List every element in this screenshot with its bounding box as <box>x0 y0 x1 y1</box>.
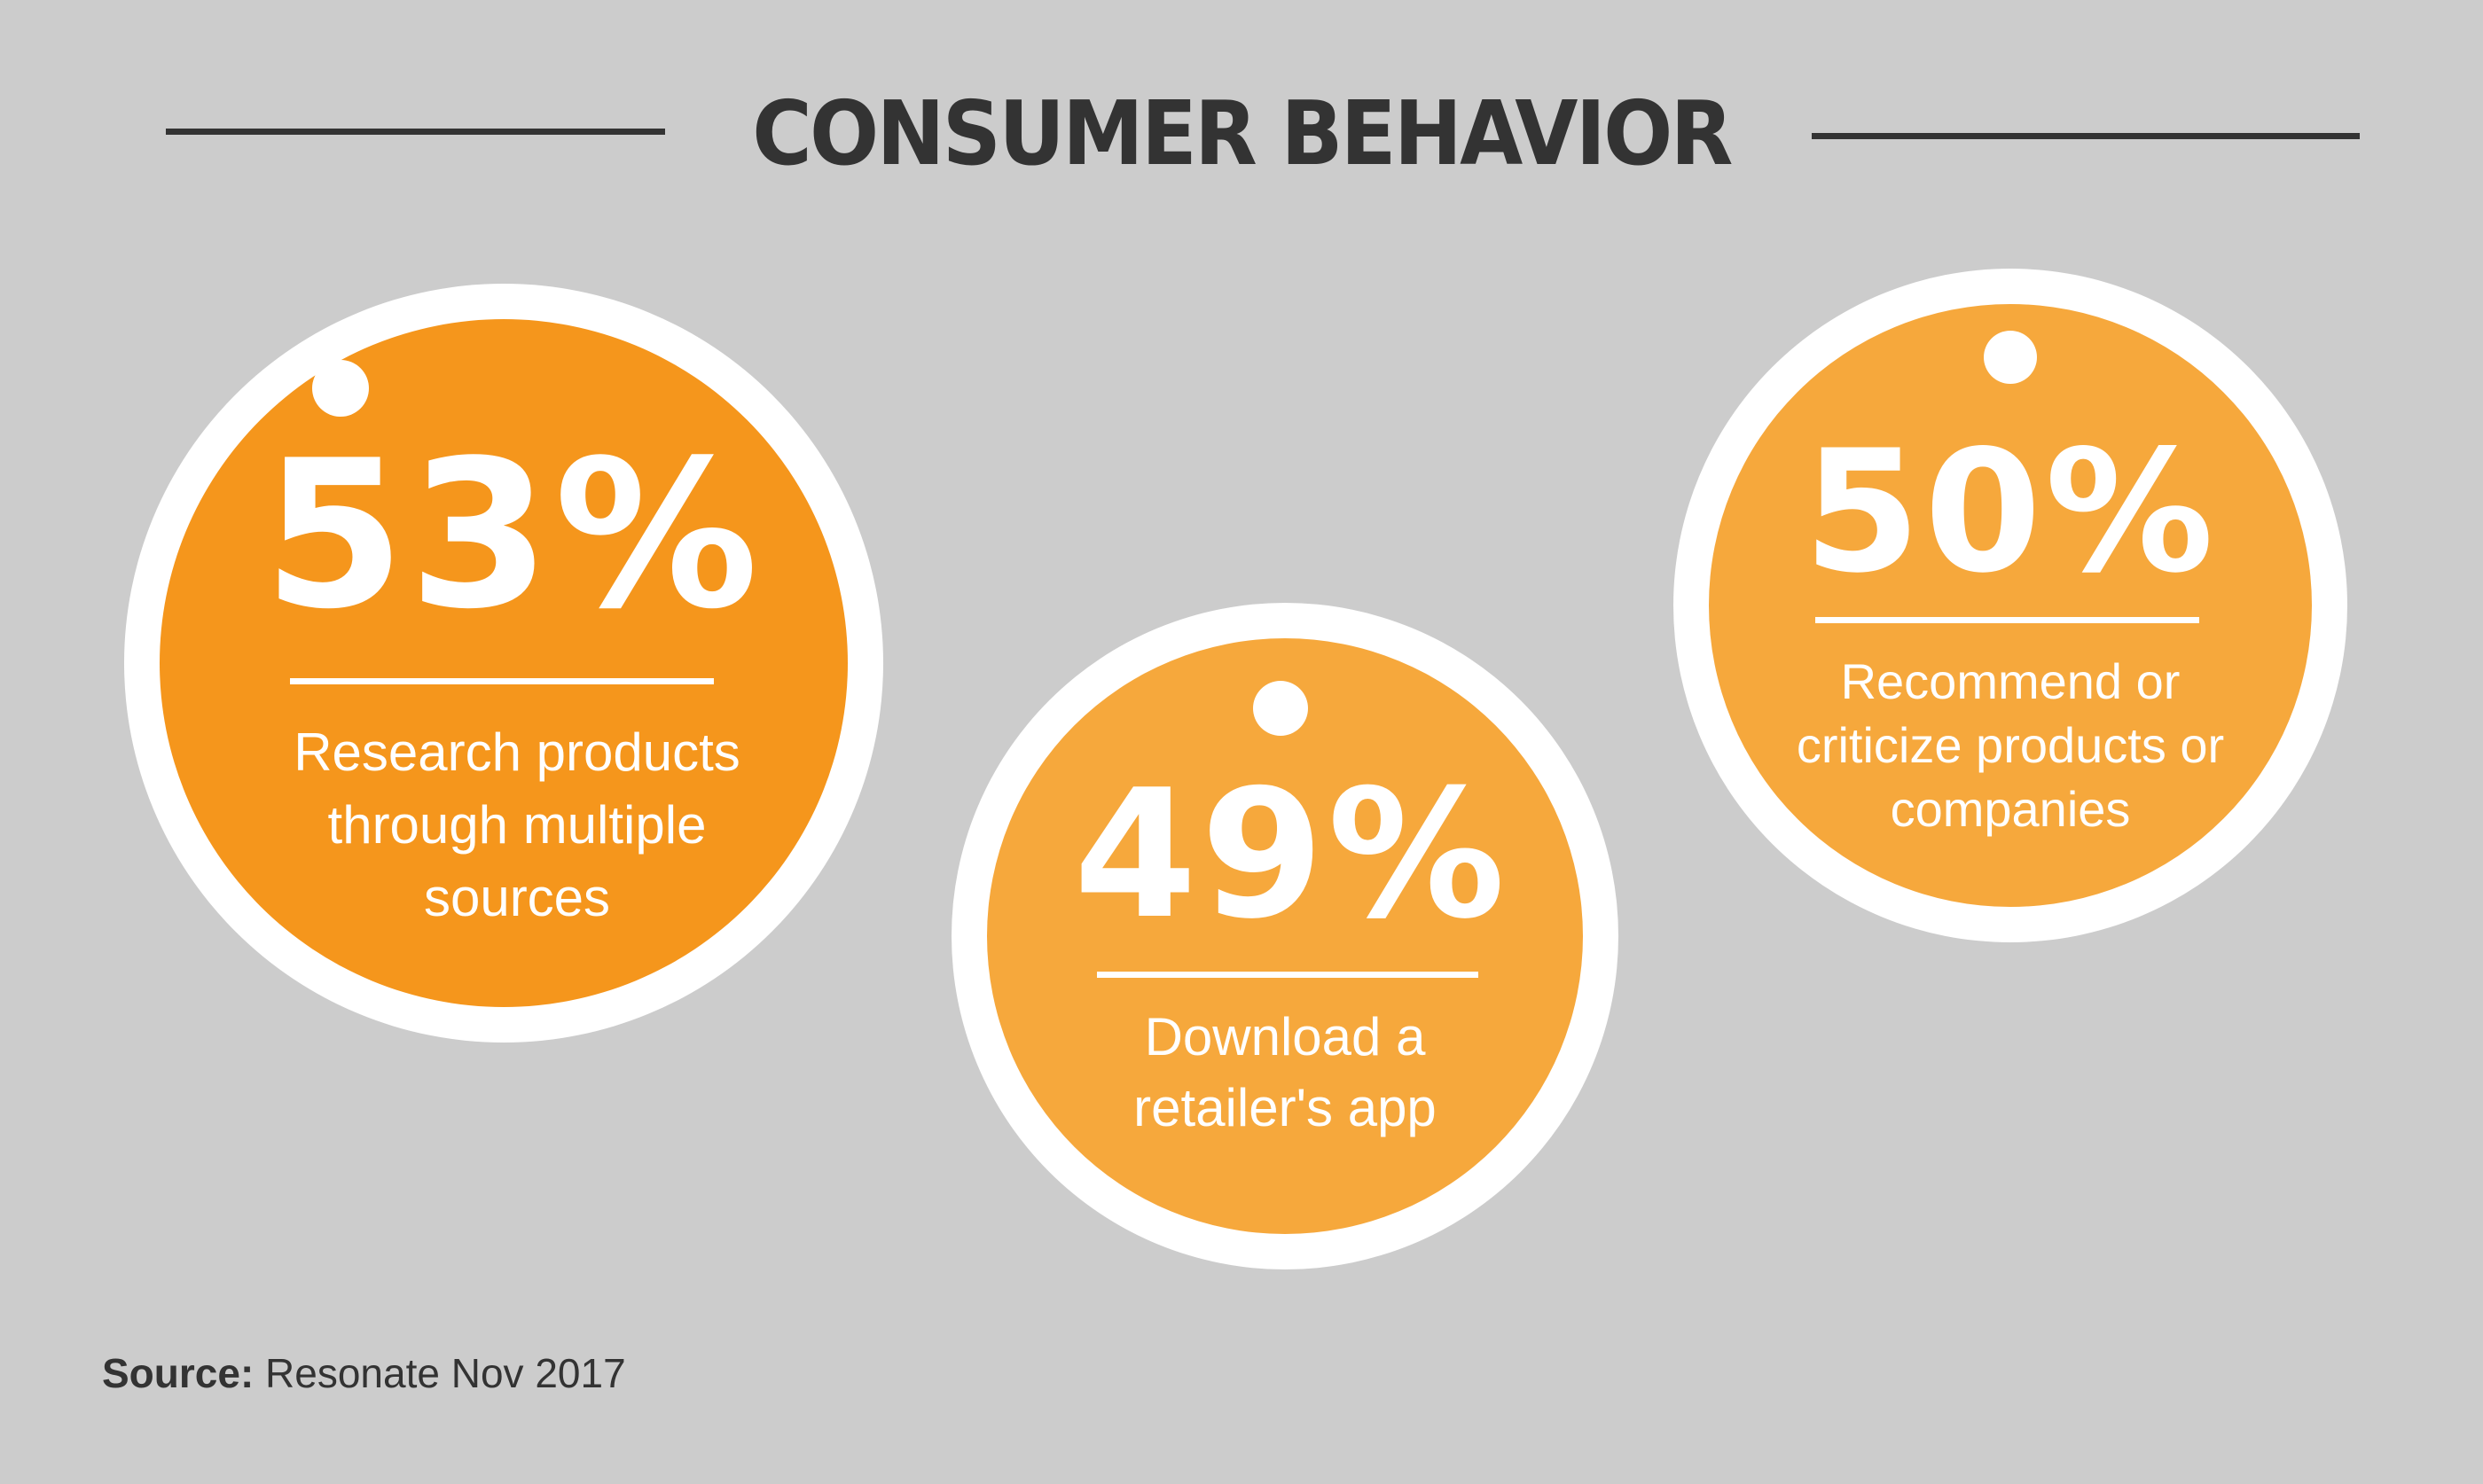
stat-value: 53% <box>262 418 763 654</box>
stat-label: Recommend or criticize products or compa… <box>1673 650 2347 841</box>
hanging-tag-hole <box>312 360 369 417</box>
stat-label-line: Research products <box>294 722 740 782</box>
stat-circle-recommend: 50% Recommend or criticize products or c… <box>1673 269 2347 942</box>
stat-circle-fill <box>1709 304 2312 907</box>
stat-divider <box>1097 972 1478 978</box>
stat-label-line: through multiple <box>327 795 707 855</box>
stat-label-line: Download a <box>1144 1007 1426 1066</box>
stat-label: Research products through multiple sourc… <box>151 716 883 934</box>
stat-divider <box>1815 617 2199 623</box>
source-note: Source: Resonate Nov 2017 <box>102 1349 626 1397</box>
hanging-tag-hole <box>1253 681 1308 736</box>
stat-label: Download a retailer's app <box>952 1002 1618 1144</box>
stat-divider <box>290 678 714 684</box>
stat-label-line: criticize products or <box>1796 717 2225 773</box>
source-label: Source: <box>102 1350 255 1396</box>
stat-label-line: companies <box>1890 781 2131 837</box>
stat-label-line: Recommend or <box>1840 653 2181 709</box>
stat-value: 49% <box>1073 752 1509 958</box>
stat-circle-research: 53% Research products through multiple s… <box>124 284 883 1043</box>
stat-circle-download: 49% Download a retailer's app <box>952 603 1618 1269</box>
title-divider-left <box>166 129 665 135</box>
stat-label-line: sources <box>423 868 611 927</box>
hanging-tag-hole <box>1984 331 2037 384</box>
title-divider-right <box>1812 133 2360 139</box>
stat-circle-fill <box>987 638 1583 1234</box>
stat-circle-fill <box>160 319 848 1007</box>
stat-value: 50% <box>1803 414 2218 610</box>
page-title: CONSUMER BEHAVIOR <box>752 82 1733 185</box>
stat-label-line: retailer's app <box>1133 1078 1437 1137</box>
source-text: Resonate Nov 2017 <box>265 1350 626 1396</box>
